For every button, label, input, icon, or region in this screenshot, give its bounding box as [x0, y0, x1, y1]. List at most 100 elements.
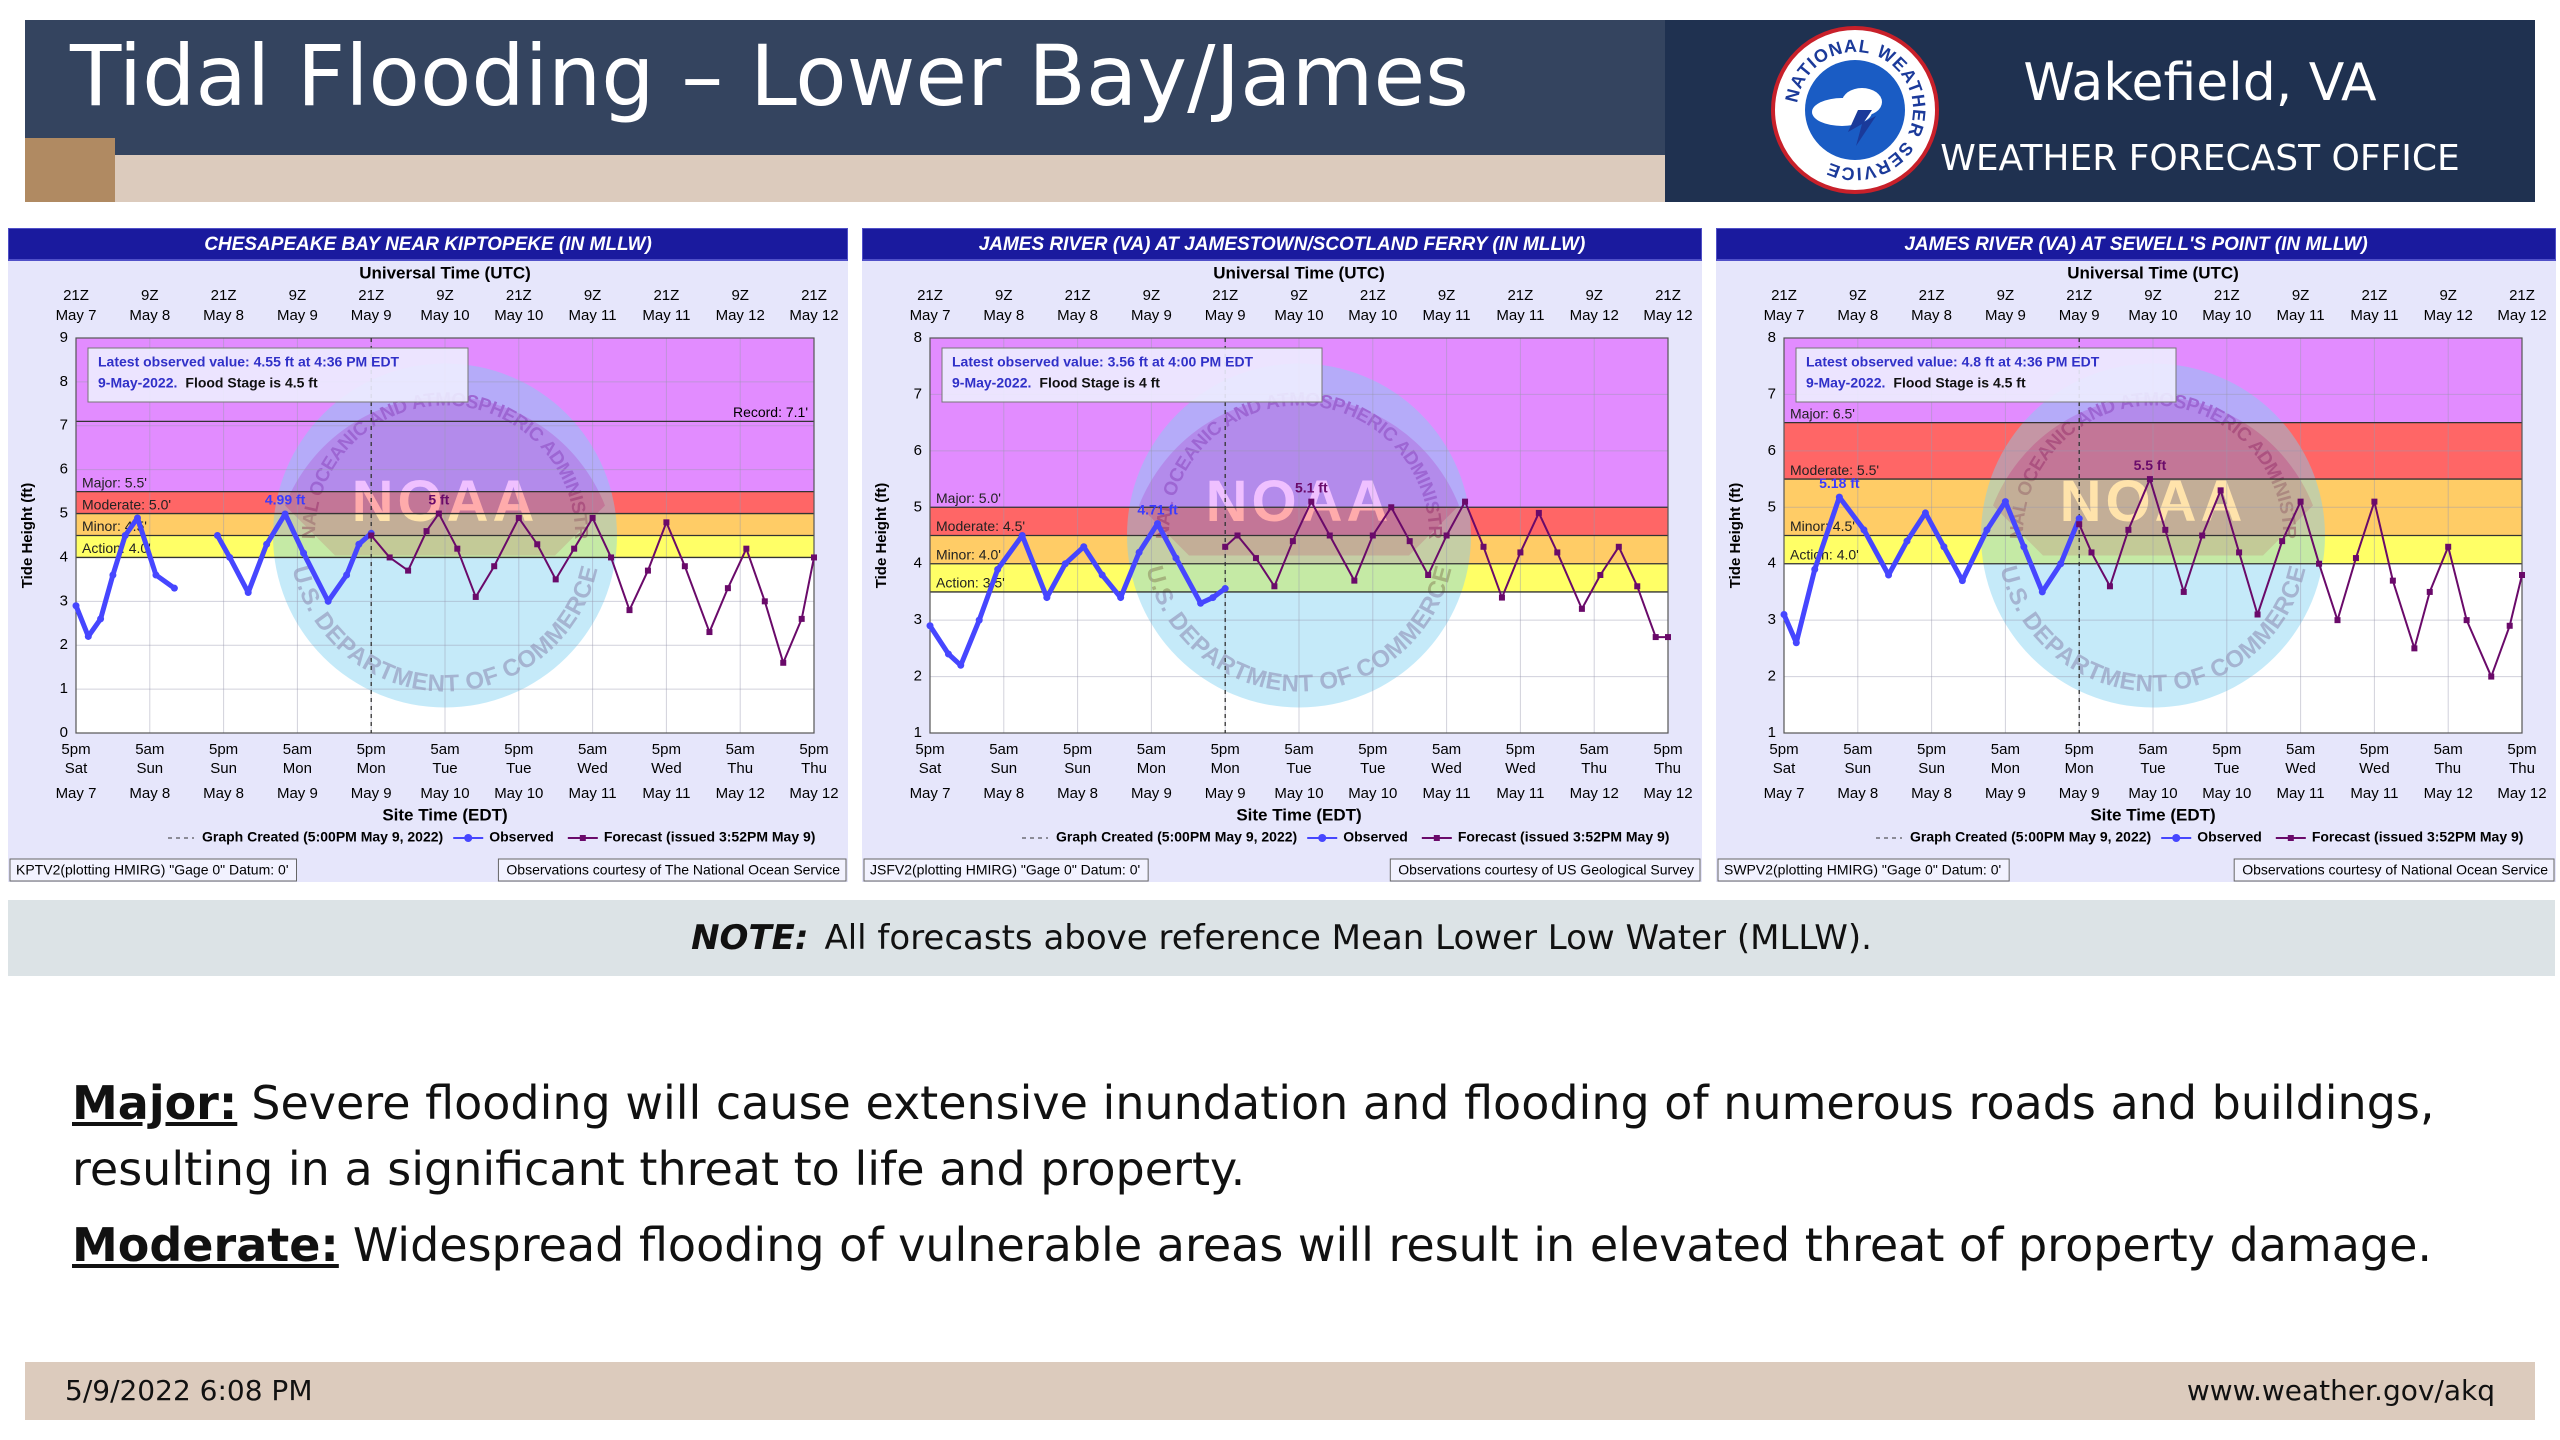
threshold-label: Action: 4.0'	[1790, 546, 1859, 562]
y-tick-label: 4	[914, 555, 922, 572]
observed-point	[1780, 611, 1788, 618]
forecast-point	[2316, 560, 2323, 567]
forecast-point	[724, 585, 731, 592]
top-tick-date: May 11	[2277, 307, 2325, 324]
y-tick-label: 5	[914, 498, 922, 515]
hydrograph: JAMES RIVER (VA) AT SEWELL'S POINT (IN M…	[1716, 228, 2556, 882]
forecast-point	[1425, 572, 1432, 578]
y-axis-title: Tide Height (ft)	[19, 483, 36, 589]
x-tick-date: May 11	[2350, 785, 2398, 802]
y-tick-label: 5	[1768, 498, 1776, 515]
watermark-name: NOAA	[1206, 469, 1393, 534]
x-tick-date: May 9	[2059, 785, 2100, 802]
top-tick-label: 21Z	[1507, 287, 1533, 304]
x-axis-title: Site Time (EDT)	[2090, 805, 2215, 824]
top-tick-date: May 11	[1423, 307, 1471, 324]
x-tick-day: Tue	[2214, 760, 2239, 777]
top-tick-label: 21Z	[801, 287, 827, 304]
x-tick-day: Sun	[1844, 760, 1871, 777]
forecast-point	[1234, 532, 1241, 539]
top-tick-date: May 12	[1570, 307, 1619, 324]
x-tick-date: May 9	[351, 785, 392, 802]
top-tick-date: May 10	[494, 307, 543, 324]
threshold-label: Moderate: 5.5'	[1790, 462, 1879, 478]
x-tick-day: Wed	[651, 760, 682, 777]
office-name: Wakefield, VA	[2023, 53, 2377, 113]
title-bar	[862, 228, 1702, 261]
forecast-point	[1222, 543, 1229, 550]
x-tick-day: Sat	[1773, 760, 1796, 777]
x-axis-title: Site Time (EDT)	[382, 805, 507, 824]
x-tick-day: Sun	[1918, 760, 1945, 777]
x-tick-date: May 9	[1985, 785, 2026, 802]
x-tick-date: May 9	[1205, 785, 1246, 802]
x-tick-date: May 12	[1643, 785, 1692, 802]
forecast-point	[2254, 611, 2261, 618]
y-tick-label: 7	[60, 417, 68, 434]
y-tick-label: 8	[914, 329, 922, 346]
definition-text: Widespread flooding of vulnerable areas …	[352, 1218, 2433, 1272]
x-tick-date: May 7	[56, 785, 97, 802]
observed-point	[1940, 543, 1948, 551]
forecast-point	[1535, 509, 1542, 516]
peak-label: 4.71 ft	[1137, 501, 1178, 517]
forecast-point	[1615, 543, 1622, 550]
observed-point	[300, 549, 308, 557]
forecast-point	[386, 554, 393, 561]
observed-point	[263, 540, 271, 548]
legend-label: Observed	[2197, 829, 2262, 845]
top-tick-date: May 7	[910, 307, 951, 324]
x-tick-label: 5pm	[1769, 741, 1798, 758]
x-tick-date: May 9	[1131, 785, 1172, 802]
forecast-point	[1271, 583, 1278, 590]
info-line: Flood Stage is 4.5 ft	[1893, 375, 2026, 391]
flood-band	[930, 507, 1668, 536]
x-tick-label: 5pm	[1506, 741, 1535, 758]
y-tick-label: 8	[60, 373, 68, 390]
forecast-point	[798, 615, 805, 622]
info-box	[941, 347, 1323, 403]
hydrograph: CHESAPEAKE BAY NEAR KIPTOPEKE (IN MLLW) U…	[8, 228, 848, 882]
forecast-point	[2488, 673, 2495, 680]
top-tick-date: May 11	[2350, 307, 2398, 324]
forecast-point	[681, 563, 688, 570]
x-tick-label: 5am	[135, 741, 164, 758]
observed-point	[944, 650, 952, 658]
x-tick-label: 5pm	[1917, 741, 1946, 758]
forecast-point	[1597, 572, 1604, 578]
definition: Moderate: Widespread flooding of vulnerab…	[72, 1212, 2492, 1278]
forecast-point	[472, 593, 479, 600]
top-tick-date: May 9	[2059, 307, 2100, 324]
observed-point	[343, 571, 351, 579]
x-tick-label: 5am	[1843, 741, 1872, 758]
x-tick-date: May 7	[910, 785, 951, 802]
top-tick-label: 9Z	[2292, 287, 2310, 304]
top-tick-date: May 12	[1643, 307, 1692, 324]
observed-point	[121, 532, 129, 539]
x-tick-day: Mon	[1137, 760, 1166, 777]
observed-point	[1811, 565, 1819, 573]
observed-point	[1098, 571, 1106, 579]
observed-point	[975, 616, 983, 624]
info-line: Latest observed value: 4.55 ft at 4:36 P…	[98, 354, 400, 370]
threshold-label: Minor: 4.5'	[1790, 518, 1855, 534]
forecast-point	[1252, 555, 1259, 562]
forecast-point	[2146, 476, 2153, 483]
forecast-point	[2411, 645, 2418, 652]
forecast-point	[663, 519, 670, 526]
top-tick-date: May 8	[129, 307, 170, 324]
x-tick-label: 5pm	[915, 741, 944, 758]
observed-point	[134, 514, 141, 522]
forecast-point	[2125, 526, 2132, 533]
top-tick-label: 9Z	[1290, 287, 1308, 304]
top-tick-label: 9Z	[584, 287, 602, 304]
y-tick-label: 2	[1768, 668, 1776, 685]
top-tick-date: May 9	[1131, 307, 1172, 324]
y-tick-label: 8	[1768, 329, 1776, 346]
plot-frame	[75, 337, 815, 734]
forecast-point	[1326, 532, 1333, 539]
x-tick-label: 5pm	[209, 741, 238, 758]
info-line: 9-May-2022.	[952, 375, 1031, 391]
x-tick-day: Sun	[990, 760, 1017, 777]
peak-label: 5.1 ft	[1295, 479, 1328, 495]
